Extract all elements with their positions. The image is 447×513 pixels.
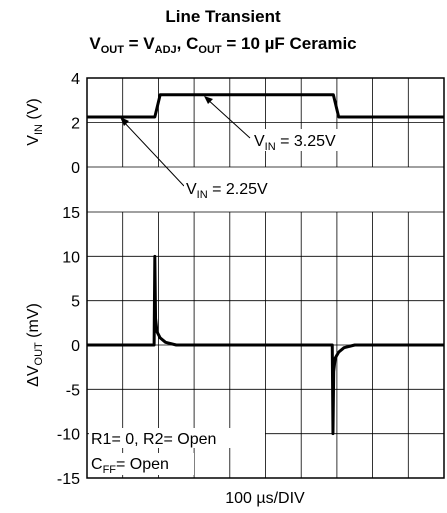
y-tick-label: 4 bbox=[71, 71, 80, 88]
y-tick-label: 15 bbox=[62, 205, 80, 222]
y-tick-label: -5 bbox=[66, 382, 80, 399]
y-tick-label: 2 bbox=[71, 116, 80, 133]
y-axis-label: ΔVOUT (mV) bbox=[25, 303, 45, 387]
subscript: ADJ bbox=[155, 44, 177, 56]
data-line bbox=[87, 254, 444, 436]
y-tick-label: 0 bbox=[71, 338, 80, 355]
text-part: V bbox=[254, 133, 265, 150]
subscript: IN bbox=[33, 124, 45, 135]
text-part: (mV) bbox=[25, 303, 42, 342]
label-box bbox=[252, 129, 364, 151]
subscript: OUT bbox=[33, 342, 45, 366]
text-part: = 2.25V bbox=[208, 181, 268, 198]
arrow-head bbox=[204, 96, 213, 104]
annotation: VIN = 3.25V bbox=[254, 133, 336, 153]
annotations: VIN = 3.25V VIN = 2.25V R1= 0, R2= Open … bbox=[89, 96, 364, 476]
arrow bbox=[205, 97, 251, 139]
label-box bbox=[184, 177, 296, 199]
plot-frame bbox=[86, 77, 445, 479]
y-tick-label: -10 bbox=[57, 427, 80, 444]
data-line bbox=[87, 93, 444, 119]
arrow bbox=[121, 119, 185, 187]
text-part: R1= 0, R2= Open bbox=[91, 431, 216, 448]
label-box bbox=[89, 428, 265, 448]
y-tick-label: 10 bbox=[62, 249, 80, 266]
subscript: IN bbox=[197, 189, 208, 201]
subscript: OUT bbox=[101, 44, 125, 56]
chart-title: Line Transient bbox=[165, 7, 281, 26]
annotation: CFF= Open bbox=[91, 456, 169, 476]
y-tick-label: 5 bbox=[71, 294, 80, 311]
chart-subtitle: VOUT = VADJ, COUT = 10 µF Ceramic bbox=[89, 34, 356, 56]
x-axis-label: 100 µs/DIV bbox=[225, 490, 305, 507]
subscript: IN bbox=[265, 141, 276, 153]
text-part: V bbox=[25, 135, 42, 146]
label-box bbox=[89, 453, 194, 475]
y-tick-label: 0 bbox=[71, 160, 80, 177]
y-tick-label: -15 bbox=[57, 471, 80, 488]
text-part: ΔV bbox=[25, 365, 42, 387]
text-part: V bbox=[89, 34, 101, 53]
text-part: V bbox=[186, 181, 197, 198]
subscript: OUT bbox=[198, 44, 222, 56]
text-part: = 10 µF Ceramic bbox=[222, 34, 357, 53]
text-part: = Open bbox=[116, 456, 169, 473]
text-part: = 3.25V bbox=[276, 133, 336, 150]
annotation: R1= 0, R2= Open bbox=[91, 431, 216, 448]
text-part: (V) bbox=[25, 98, 42, 124]
plot bbox=[87, 93, 444, 436]
y-axis-label: VIN (V) bbox=[25, 98, 45, 145]
annotation: VIN = 2.25V bbox=[186, 181, 268, 201]
text-part: , C bbox=[177, 34, 199, 53]
text-part: = V bbox=[124, 34, 155, 53]
subscript: FF bbox=[103, 464, 117, 476]
arrow-head bbox=[120, 117, 129, 126]
text-part: C bbox=[91, 456, 103, 473]
